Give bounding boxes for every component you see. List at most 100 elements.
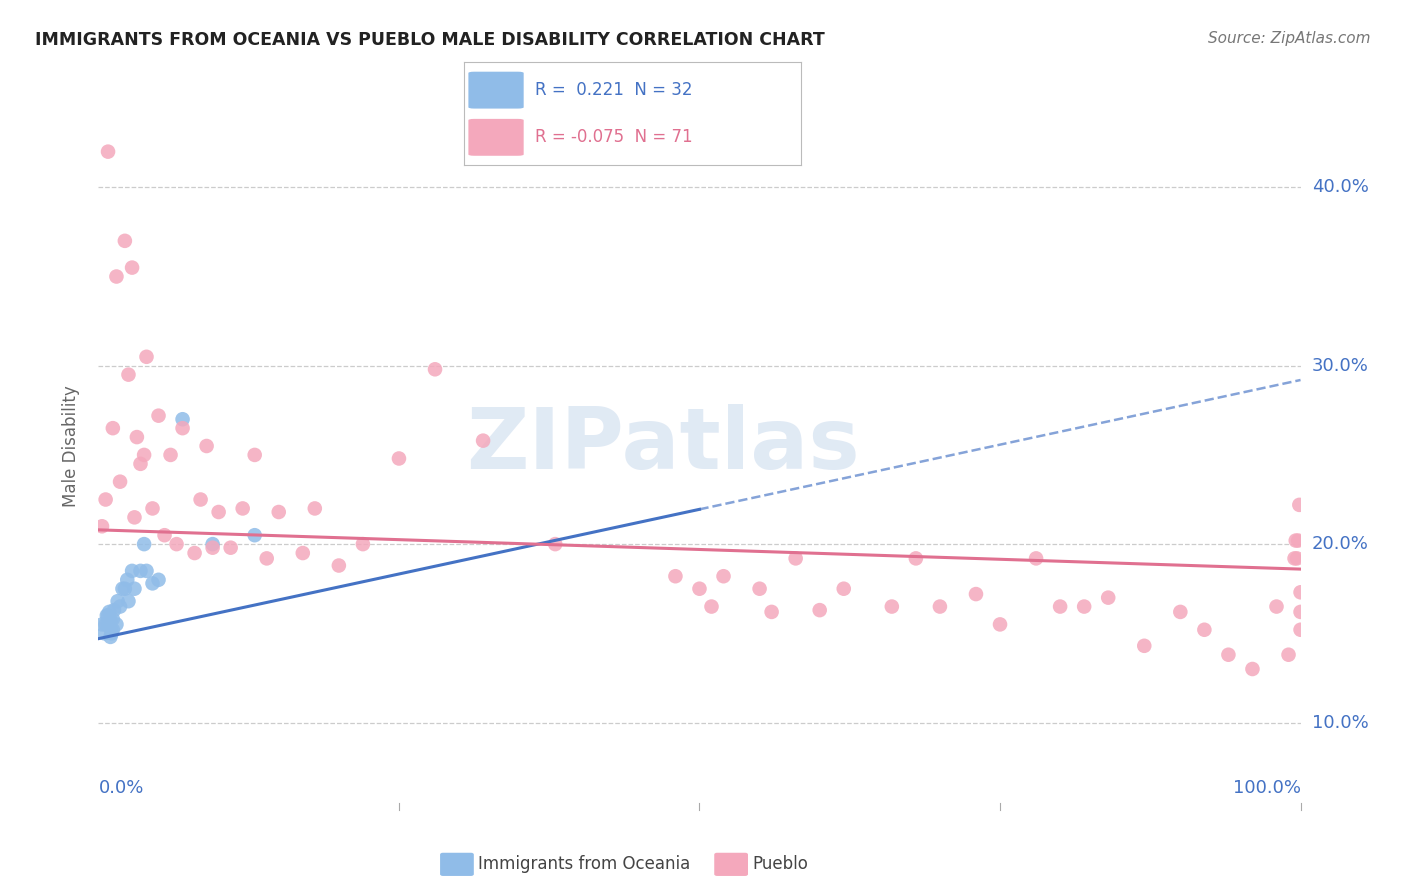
Point xyxy=(256,551,278,566)
Point xyxy=(1289,623,1312,637)
Text: 40.0%: 40.0% xyxy=(1312,178,1368,196)
Point xyxy=(1170,605,1192,619)
Point xyxy=(808,603,831,617)
Point xyxy=(1284,551,1306,566)
Point xyxy=(117,368,139,382)
Point xyxy=(91,519,114,533)
Point xyxy=(100,614,122,628)
Point xyxy=(352,537,374,551)
Point xyxy=(141,576,163,591)
Point xyxy=(219,541,242,555)
Point xyxy=(153,528,176,542)
Point xyxy=(100,621,122,635)
Point xyxy=(1289,605,1312,619)
Point xyxy=(166,537,188,551)
Point xyxy=(748,582,770,596)
Point xyxy=(1285,551,1308,566)
Point xyxy=(159,448,181,462)
Point xyxy=(232,501,254,516)
Point xyxy=(101,612,124,626)
Text: Immigrants from Oceania: Immigrants from Oceania xyxy=(478,855,690,873)
Point xyxy=(101,623,124,637)
Point xyxy=(190,492,212,507)
FancyBboxPatch shape xyxy=(467,118,524,157)
Point xyxy=(832,582,855,596)
Point xyxy=(124,582,146,596)
Point xyxy=(100,626,122,640)
Point xyxy=(107,594,129,608)
Point xyxy=(785,551,807,566)
Point xyxy=(1218,648,1240,662)
Point xyxy=(423,362,446,376)
Point xyxy=(243,448,266,462)
Point xyxy=(1286,533,1309,548)
Point xyxy=(121,564,143,578)
Point xyxy=(125,430,148,444)
Point xyxy=(304,501,326,516)
Text: 20.0%: 20.0% xyxy=(1312,535,1368,553)
Point xyxy=(1277,648,1299,662)
Point xyxy=(928,599,950,614)
Y-axis label: Male Disability: Male Disability xyxy=(62,385,80,507)
Point xyxy=(103,603,125,617)
Point xyxy=(1288,498,1310,512)
Point xyxy=(141,501,163,516)
Point xyxy=(988,617,1011,632)
Point xyxy=(91,617,114,632)
Text: 30.0%: 30.0% xyxy=(1312,357,1368,375)
Point xyxy=(904,551,927,566)
Text: R = -0.075  N = 71: R = -0.075 N = 71 xyxy=(534,128,693,146)
Point xyxy=(243,528,266,542)
Point xyxy=(135,564,157,578)
Point xyxy=(1289,585,1312,599)
Point xyxy=(117,573,139,587)
Point xyxy=(688,582,710,596)
Point xyxy=(1133,639,1156,653)
Text: 0.0%: 0.0% xyxy=(98,780,143,797)
Point xyxy=(1049,599,1071,614)
Point xyxy=(129,564,152,578)
Point xyxy=(132,448,155,462)
Point xyxy=(93,626,115,640)
Text: Pueblo: Pueblo xyxy=(752,855,808,873)
Point xyxy=(328,558,350,573)
Point xyxy=(114,234,136,248)
Point xyxy=(1097,591,1119,605)
Point xyxy=(108,599,131,614)
Point xyxy=(267,505,290,519)
Point xyxy=(132,537,155,551)
Point xyxy=(148,573,170,587)
Point xyxy=(100,630,122,644)
Point xyxy=(97,145,120,159)
Point xyxy=(1241,662,1264,676)
Point xyxy=(121,260,143,275)
FancyBboxPatch shape xyxy=(467,70,524,110)
Point xyxy=(761,605,783,619)
Point xyxy=(713,569,735,583)
Point xyxy=(291,546,314,560)
Point xyxy=(388,451,411,466)
Point xyxy=(114,582,136,596)
Point xyxy=(1285,533,1308,548)
Point xyxy=(94,617,117,632)
Point xyxy=(965,587,987,601)
Text: Source: ZipAtlas.com: Source: ZipAtlas.com xyxy=(1208,31,1371,46)
Point xyxy=(96,608,118,623)
Point xyxy=(1194,623,1216,637)
Point xyxy=(108,475,131,489)
Point xyxy=(98,617,121,632)
Text: ZIPatlas: ZIPatlas xyxy=(467,404,860,488)
Point xyxy=(195,439,218,453)
Text: 10.0%: 10.0% xyxy=(1312,714,1368,731)
Point xyxy=(201,537,224,551)
Text: R =  0.221  N = 32: R = 0.221 N = 32 xyxy=(534,81,692,99)
Text: 100.0%: 100.0% xyxy=(1233,780,1301,797)
Point xyxy=(664,569,686,583)
Point xyxy=(129,457,152,471)
Point xyxy=(105,269,128,284)
Point xyxy=(1265,599,1288,614)
Point xyxy=(1073,599,1095,614)
Point xyxy=(111,582,134,596)
Point xyxy=(172,412,194,426)
Point xyxy=(208,505,231,519)
